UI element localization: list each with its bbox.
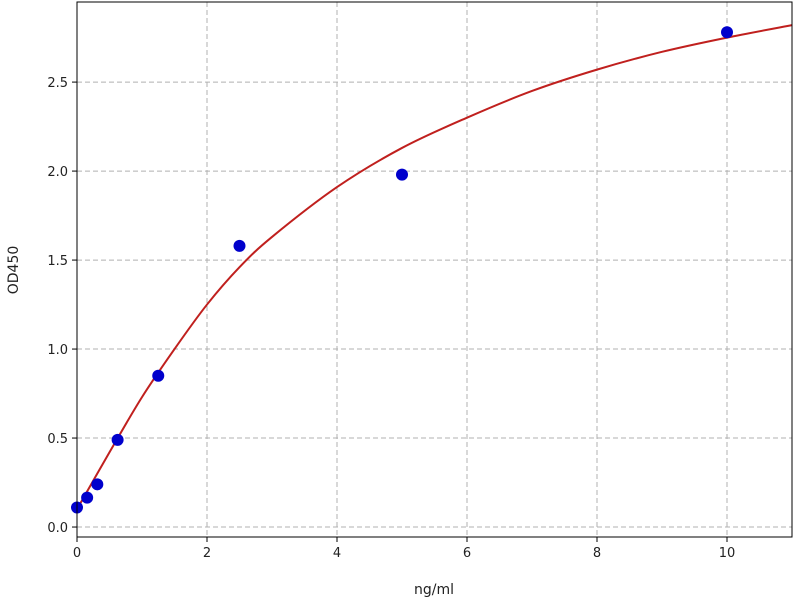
data-point — [233, 239, 246, 252]
y-axis-label: OD450 — [6, 246, 22, 295]
y-tick-label: 2.0 — [47, 165, 68, 180]
x-tick-label: 0 — [73, 546, 81, 561]
x-ticks: 0 2 4 6 8 10 — [73, 537, 735, 561]
y-ticks: 0.0 0.5 1.0 1.5 2.0 2.5 — [47, 76, 77, 536]
y-tick-label: 0.0 — [47, 521, 68, 536]
x-tick-label: 8 — [593, 546, 601, 561]
x-tick-label: 6 — [463, 546, 471, 561]
x-tick-label: 4 — [333, 546, 341, 561]
plot-frame — [76, 1, 793, 538]
data-point — [396, 168, 408, 181]
fit-curve-layer — [76, 24, 793, 510]
data-point — [721, 26, 733, 39]
y-tick-label: 1.0 — [47, 343, 68, 358]
points-layer — [71, 26, 733, 514]
data-point — [91, 478, 104, 491]
fit-curve — [76, 24, 793, 510]
data-point — [152, 369, 165, 382]
y-tick-label: 0.5 — [47, 432, 68, 447]
x-tick-label: 10 — [719, 546, 736, 561]
data-point — [81, 491, 94, 504]
y-tick-label: 2.5 — [47, 76, 68, 91]
data-point — [111, 433, 124, 446]
x-axis-label: ng/ml — [414, 582, 454, 598]
y-tick-label: 1.5 — [47, 254, 68, 269]
grid — [76, 2, 792, 537]
x-tick-label: 2 — [203, 546, 211, 561]
